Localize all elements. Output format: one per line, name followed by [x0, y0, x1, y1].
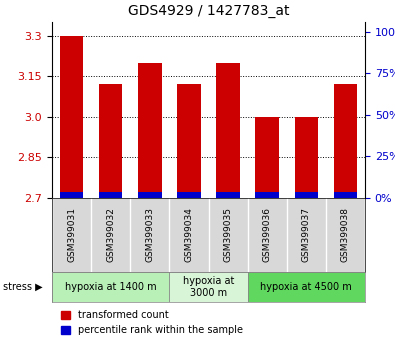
Bar: [295, 117, 318, 198]
Bar: [99, 192, 122, 198]
Bar: [177, 84, 201, 198]
Text: hypoxia at 4500 m: hypoxia at 4500 m: [260, 282, 352, 292]
Text: hypoxia at
3000 m: hypoxia at 3000 m: [183, 276, 234, 298]
Title: GDS4929 / 1427783_at: GDS4929 / 1427783_at: [128, 4, 289, 18]
Text: GSM399036: GSM399036: [263, 207, 272, 263]
Text: GSM399034: GSM399034: [184, 207, 194, 262]
Bar: [334, 84, 357, 198]
Text: GSM399033: GSM399033: [145, 207, 154, 263]
Bar: [138, 63, 162, 198]
Legend: transformed count, percentile rank within the sample: transformed count, percentile rank withi…: [57, 306, 247, 339]
Text: GSM399038: GSM399038: [341, 207, 350, 263]
Bar: [60, 35, 83, 198]
Bar: [248, 272, 365, 302]
Bar: [256, 192, 279, 198]
Text: stress ▶: stress ▶: [3, 282, 43, 292]
Bar: [216, 63, 240, 198]
Bar: [216, 192, 240, 198]
Bar: [60, 192, 83, 198]
Text: GSM399031: GSM399031: [67, 207, 76, 263]
Bar: [256, 117, 279, 198]
Bar: [295, 192, 318, 198]
Text: GSM399037: GSM399037: [302, 207, 311, 263]
Text: hypoxia at 1400 m: hypoxia at 1400 m: [65, 282, 156, 292]
Bar: [169, 272, 248, 302]
Bar: [177, 192, 201, 198]
Bar: [334, 192, 357, 198]
Bar: [138, 192, 162, 198]
Bar: [52, 272, 169, 302]
Bar: [99, 84, 122, 198]
Text: GSM399032: GSM399032: [106, 207, 115, 262]
Text: GSM399035: GSM399035: [224, 207, 233, 263]
